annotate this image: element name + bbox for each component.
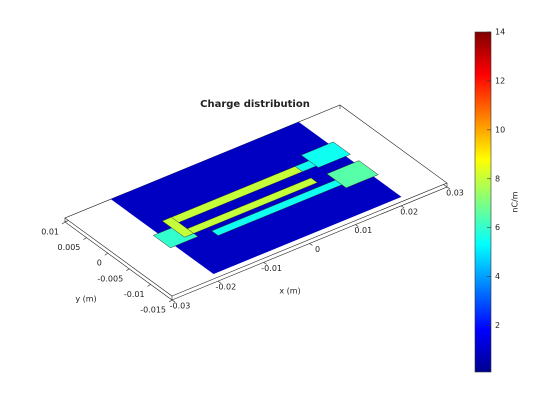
x-tick-label: -0.03 bbox=[170, 302, 191, 311]
colorbar-tick-label: 10 bbox=[495, 125, 505, 134]
x-tick-label: 0.03 bbox=[446, 189, 464, 198]
y-tick-label: 0.005 bbox=[57, 243, 80, 252]
x-tick bbox=[355, 224, 359, 227]
colorbar bbox=[474, 31, 492, 373]
y-tick-label: -0.015 bbox=[140, 306, 166, 315]
x-tick bbox=[400, 205, 405, 209]
y-tick-label: 0 bbox=[97, 259, 102, 268]
x-tick bbox=[171, 299, 176, 303]
y-tick bbox=[168, 299, 173, 303]
y-tick bbox=[83, 237, 87, 240]
y-tick-label: 0.01 bbox=[41, 228, 59, 237]
x-tick-label: 0.01 bbox=[354, 226, 372, 235]
y-tick bbox=[61, 221, 66, 225]
x-tick-label: 0.02 bbox=[400, 207, 418, 216]
chart-title: Charge distribution bbox=[200, 99, 310, 110]
colorbar-tick-label: 14 bbox=[495, 28, 505, 37]
colorbar-tick-label: 6 bbox=[495, 223, 500, 232]
x-axis-label: x (m) bbox=[279, 287, 300, 296]
y-tick bbox=[147, 284, 151, 287]
y-tick-label: -0.005 bbox=[97, 274, 123, 283]
colorbar-tick-label: 4 bbox=[495, 272, 500, 281]
colorbar-label: nC/m bbox=[511, 191, 520, 212]
conductor bbox=[300, 141, 351, 168]
conductor bbox=[161, 216, 195, 238]
x-tick bbox=[217, 280, 221, 284]
y-tick bbox=[104, 252, 108, 256]
x-tick-label: -0.01 bbox=[261, 264, 282, 273]
x-tick-label: 0 bbox=[315, 245, 320, 254]
x-tick bbox=[263, 262, 267, 265]
x-tick bbox=[309, 243, 313, 246]
y-tick-label: -0.01 bbox=[124, 290, 145, 299]
y-axis-label: y (m) bbox=[75, 295, 96, 304]
colorbar-tick-label: 12 bbox=[495, 76, 505, 85]
y-tick bbox=[126, 268, 130, 272]
colorbar-tick-label: 2 bbox=[495, 321, 500, 330]
colorbar-tick-label: 8 bbox=[495, 174, 500, 183]
x-tick-label: -0.02 bbox=[215, 283, 236, 292]
x-tick bbox=[446, 186, 451, 190]
conductor bbox=[326, 160, 379, 189]
